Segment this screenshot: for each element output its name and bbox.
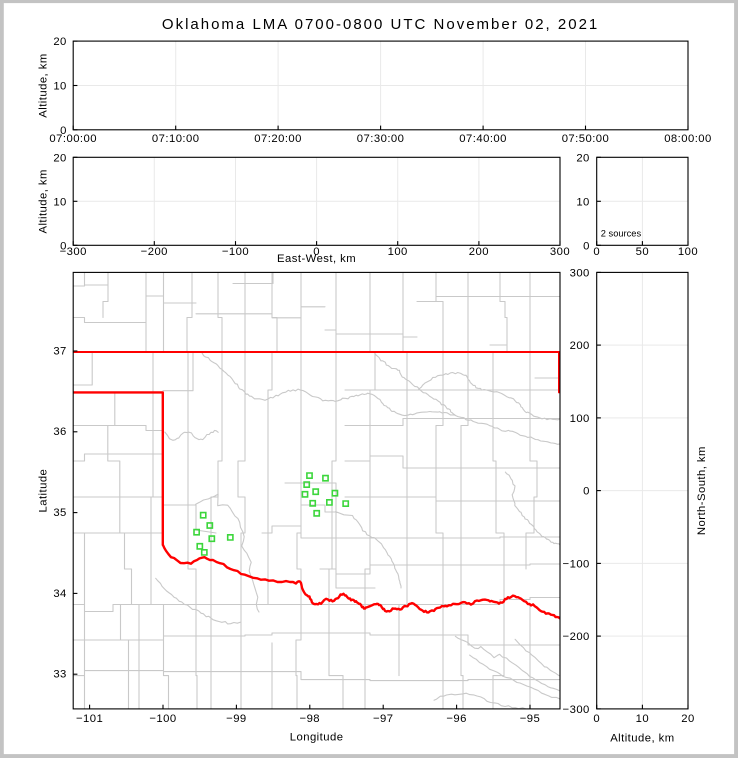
svg-text:2 sources: 2 sources (601, 229, 642, 239)
svg-text:07:40:00: 07:40:00 (459, 133, 507, 145)
svg-text:33: 33 (53, 669, 66, 681)
svg-text:Latitude: Latitude (37, 469, 49, 513)
svg-text:10: 10 (636, 713, 649, 725)
svg-text:−101: −101 (76, 713, 103, 725)
svg-text:20: 20 (681, 713, 694, 725)
svg-text:−98: −98 (300, 713, 321, 725)
svg-text:300: 300 (550, 246, 570, 258)
svg-text:100: 100 (570, 413, 590, 425)
svg-text:10: 10 (576, 196, 589, 208)
svg-text:0: 0 (583, 486, 590, 498)
svg-text:20: 20 (53, 36, 66, 48)
svg-text:−100: −100 (222, 246, 249, 258)
svg-text:−100: −100 (149, 713, 176, 725)
svg-text:−96: −96 (446, 713, 467, 725)
svg-text:−200: −200 (141, 246, 168, 258)
svg-text:Altitude, km: Altitude, km (37, 53, 49, 117)
svg-text:−200: −200 (563, 631, 590, 643)
svg-text:50: 50 (636, 246, 649, 258)
svg-text:300: 300 (570, 267, 590, 279)
svg-text:35: 35 (53, 507, 66, 519)
svg-text:07:20:00: 07:20:00 (254, 133, 302, 145)
svg-text:07:00:00: 07:00:00 (49, 133, 97, 145)
svg-text:10: 10 (53, 81, 66, 93)
svg-text:08:00:00: 08:00:00 (664, 133, 712, 145)
svg-text:37: 37 (53, 345, 66, 357)
svg-text:20: 20 (53, 152, 66, 164)
svg-text:20: 20 (576, 152, 589, 164)
svg-text:−300: −300 (563, 704, 590, 716)
svg-text:07:10:00: 07:10:00 (152, 133, 200, 145)
svg-text:Oklahoma LMA 0700-0800 UTC Nov: Oklahoma LMA 0700-0800 UTC November 02, … (162, 16, 599, 33)
svg-text:07:50:00: 07:50:00 (562, 133, 610, 145)
svg-text:Altitude, km: Altitude, km (610, 732, 674, 744)
svg-text:East-West, km: East-West, km (277, 253, 356, 265)
svg-text:0: 0 (60, 240, 67, 252)
svg-text:Longitude: Longitude (290, 732, 344, 744)
svg-text:0: 0 (60, 125, 67, 137)
svg-text:0: 0 (593, 713, 600, 725)
svg-text:Altitude, km: Altitude, km (37, 169, 49, 233)
svg-text:07:30:00: 07:30:00 (357, 133, 405, 145)
svg-text:200: 200 (570, 340, 590, 352)
svg-text:−99: −99 (226, 713, 247, 725)
svg-text:−100: −100 (563, 558, 590, 570)
svg-text:34: 34 (53, 588, 66, 600)
svg-text:−97: −97 (373, 713, 394, 725)
svg-text:100: 100 (678, 246, 698, 258)
svg-text:−95: −95 (520, 713, 541, 725)
svg-text:36: 36 (53, 426, 66, 438)
svg-text:100: 100 (388, 246, 408, 258)
svg-text:0: 0 (583, 240, 590, 252)
svg-text:10: 10 (53, 196, 66, 208)
svg-text:0: 0 (313, 246, 320, 258)
svg-text:200: 200 (469, 246, 489, 258)
svg-text:North-South, km: North-South, km (696, 446, 708, 535)
svg-text:−300: −300 (60, 246, 87, 258)
svg-text:0: 0 (593, 246, 600, 258)
